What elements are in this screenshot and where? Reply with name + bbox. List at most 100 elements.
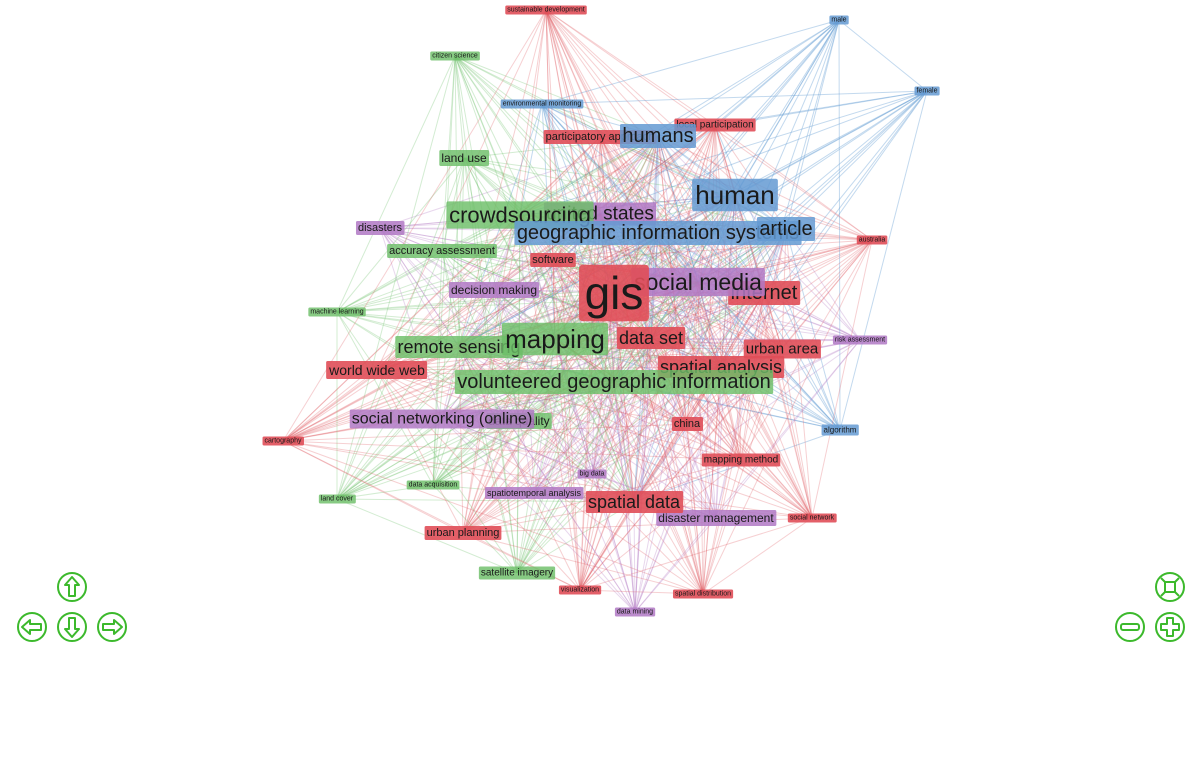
node-disasters[interactable]: disasters [355, 221, 405, 235]
edge-male-crowdsourcing [519, 19, 840, 216]
node-female[interactable]: female [914, 86, 940, 96]
node-box [856, 235, 888, 245]
edge-world_wide_web-social_network [376, 369, 813, 519]
node-sustainable-development[interactable]: sustainable development [505, 5, 587, 15]
node-software[interactable]: software [530, 253, 576, 267]
node-decision-making[interactable]: decision making [448, 282, 540, 298]
edge-risk_assessment-data_mining [634, 339, 861, 613]
node-gis[interactable]: gis [579, 264, 649, 322]
edge-sustainable_development-gis [545, 9, 615, 294]
node-machine-learning[interactable]: machine learning [308, 307, 366, 317]
node-label: geographic information systems [517, 222, 799, 244]
edge-female-crowdsourcing [519, 90, 928, 216]
edge-participatory_approach-cartography [282, 136, 601, 442]
node-spatial-distribution[interactable]: spatial distribution [672, 589, 734, 599]
edge-china-urban_planning [462, 423, 688, 534]
node-world-wide-web[interactable]: world wide web [326, 361, 428, 379]
node-crowdsourcing[interactable]: crowdsourcing [446, 201, 594, 229]
edge-data_mining-human [634, 194, 736, 613]
edge-data_quality-internet [518, 292, 765, 422]
edge-citizen_science-satellite_imagery [454, 55, 518, 574]
edge-visualization-internet [579, 292, 765, 591]
fit-view-button[interactable] [1154, 571, 1186, 603]
pan-up-button[interactable] [56, 571, 88, 603]
edge-mapping_method-cartography [282, 440, 742, 461]
node-remote-sensing[interactable]: remote sensing [395, 336, 523, 358]
edge-algorithm-local_participation [714, 124, 841, 431]
node-spatial-data[interactable]: spatial data [585, 491, 684, 513]
node-china[interactable]: china [671, 417, 704, 431]
edge-data_set-spatial_data [633, 337, 652, 503]
node-humans[interactable]: humans [620, 124, 696, 148]
node-data-mining[interactable]: data mining [614, 607, 656, 617]
node-data-set[interactable]: data set [616, 327, 686, 349]
node-citizen-science[interactable]: citizen science [430, 51, 480, 61]
node-spatiotemporal-analysis[interactable]: spatiotemporal analysis [484, 487, 584, 499]
edge-female-spatial_analysis [720, 90, 928, 368]
edge-risk_assessment-human [734, 194, 861, 341]
edge-sustainable_development-united_states [545, 9, 601, 215]
node-mapping-method[interactable]: mapping method [701, 453, 781, 467]
edge-satellite_imagery-spatial_analysis [516, 366, 722, 574]
node-risk-assessment[interactable]: risk assessment [832, 335, 888, 345]
zoom-out-button[interactable] [1114, 611, 1146, 643]
edge-spatial_distribution-human [702, 194, 736, 595]
pan-right-button[interactable] [96, 611, 128, 643]
node-algorithm[interactable]: algorithm [821, 424, 859, 436]
edge-data_mining-social_media [634, 281, 699, 613]
node-human[interactable]: human [692, 178, 778, 212]
zoom-in-button[interactable] [1154, 611, 1186, 643]
node-disaster-management[interactable]: disaster management [656, 510, 777, 526]
node-label: citizen science [432, 53, 478, 60]
node-gis-systems[interactable]: geographic information systems [514, 221, 802, 245]
node-accuracy-assessment[interactable]: accuracy assessment [387, 244, 497, 258]
edge-spatiotemporal_analysis-vgi [533, 381, 615, 494]
node-satellite-imagery[interactable]: satellite imagery [478, 566, 556, 580]
edge-disasters-spatial_data [379, 227, 635, 503]
node-label: spatial data [588, 492, 681, 512]
node-label: urban planning [427, 527, 500, 539]
edge-participatory_approach-internet [599, 136, 765, 294]
node-box [424, 526, 502, 540]
node-visualization[interactable]: visualization [558, 585, 602, 595]
edge-disasters-gis [379, 227, 615, 294]
node-environmental-monitoring[interactable]: environmental monitoring [500, 99, 584, 109]
node-australia[interactable]: australia [856, 235, 888, 245]
pan-down-button[interactable] [56, 611, 88, 643]
node-label: world wide web [328, 362, 425, 378]
node-big-data[interactable]: big data [577, 469, 607, 479]
node-label: male [831, 17, 846, 24]
node-label: decision making [451, 283, 537, 297]
node-land-use[interactable]: land use [439, 150, 490, 166]
node-social-networking[interactable]: social networking (online) [349, 409, 535, 429]
node-urban-area[interactable]: urban area [743, 339, 821, 359]
node-vgi[interactable]: volunteered geographic information [454, 370, 774, 394]
fit-screen-icon [1155, 572, 1185, 602]
edge-vgi-internet [613, 292, 765, 383]
edge-land_cover-internet [336, 292, 765, 500]
node-cartography[interactable]: cartography [262, 436, 304, 446]
node-land-cover[interactable]: land cover [318, 494, 356, 504]
edge-land_use-human [463, 157, 736, 196]
node-social-network[interactable]: social network [787, 513, 837, 523]
edge-world_wide_web-spatial_distribution [376, 369, 704, 595]
edge-australia-spatial_distribution [702, 239, 873, 595]
node-article[interactable]: article [756, 217, 816, 241]
node-data-acquisition[interactable]: data acquisition [406, 480, 460, 490]
node-label: human [695, 180, 775, 210]
edge-data_mining-spatial_data [633, 501, 636, 613]
node-mapping[interactable]: mapping [502, 322, 608, 356]
edge-machine_learning-internet [336, 292, 765, 313]
node-male[interactable]: male [829, 15, 849, 25]
pan-left-button[interactable] [16, 611, 48, 643]
edge-accuracy_assessment-remote_sensing [441, 250, 460, 348]
node-box [614, 607, 656, 617]
node-social-media[interactable]: social media [631, 267, 765, 297]
node-urban-planning[interactable]: urban planning [424, 526, 502, 540]
edge-land_use-land_cover [336, 157, 465, 500]
edge-accuracy_assessment-data_acquisition [432, 250, 443, 486]
edge-male-spatial_analysis [720, 19, 840, 368]
node-label: spatiotemporal analysis [487, 488, 582, 498]
edge-spatial_distribution-spatial_analysis [702, 366, 722, 595]
